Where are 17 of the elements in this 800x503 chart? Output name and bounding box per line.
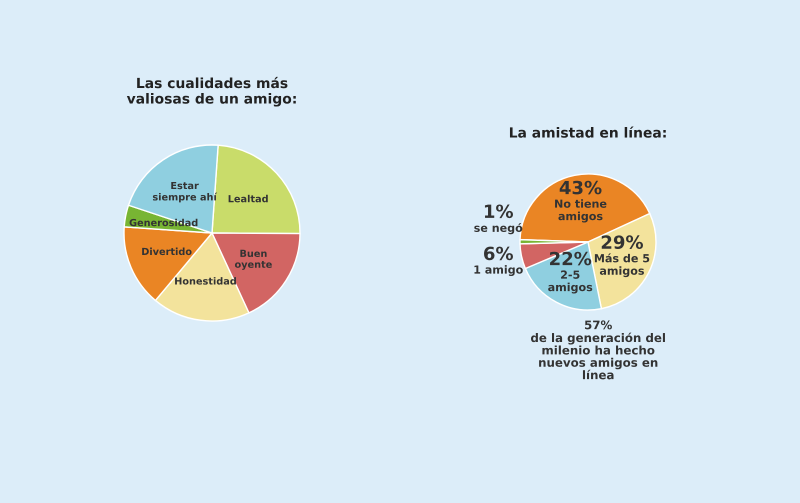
chart-title: Las cualidades más valiosas de un amigo: xyxy=(126,76,296,107)
data-label: 22% xyxy=(550,252,592,266)
data-label: 43% xyxy=(560,180,602,194)
slice-label: Divertido xyxy=(142,248,192,256)
slice-label: Lealtad xyxy=(228,194,268,202)
text: 57% de la generación del milenio ha hecho nuevos amigos en línea xyxy=(530,320,665,380)
slice-label: Más de 5 amigos xyxy=(594,253,650,278)
data-label: 1% xyxy=(484,204,513,218)
slice-label: Honestidad xyxy=(175,277,236,285)
data-label: 6% xyxy=(484,246,513,260)
slice-label: 1 amigo xyxy=(474,265,523,276)
chart-title: La amistad en línea: xyxy=(510,126,666,138)
slice-label: 2-5 amigos xyxy=(548,270,592,294)
slice-label: No tiene amigos xyxy=(555,199,606,223)
data-label: 29% xyxy=(602,235,643,249)
slice-label: se negó xyxy=(474,222,522,234)
slice-label: Buen oyente xyxy=(234,250,272,270)
